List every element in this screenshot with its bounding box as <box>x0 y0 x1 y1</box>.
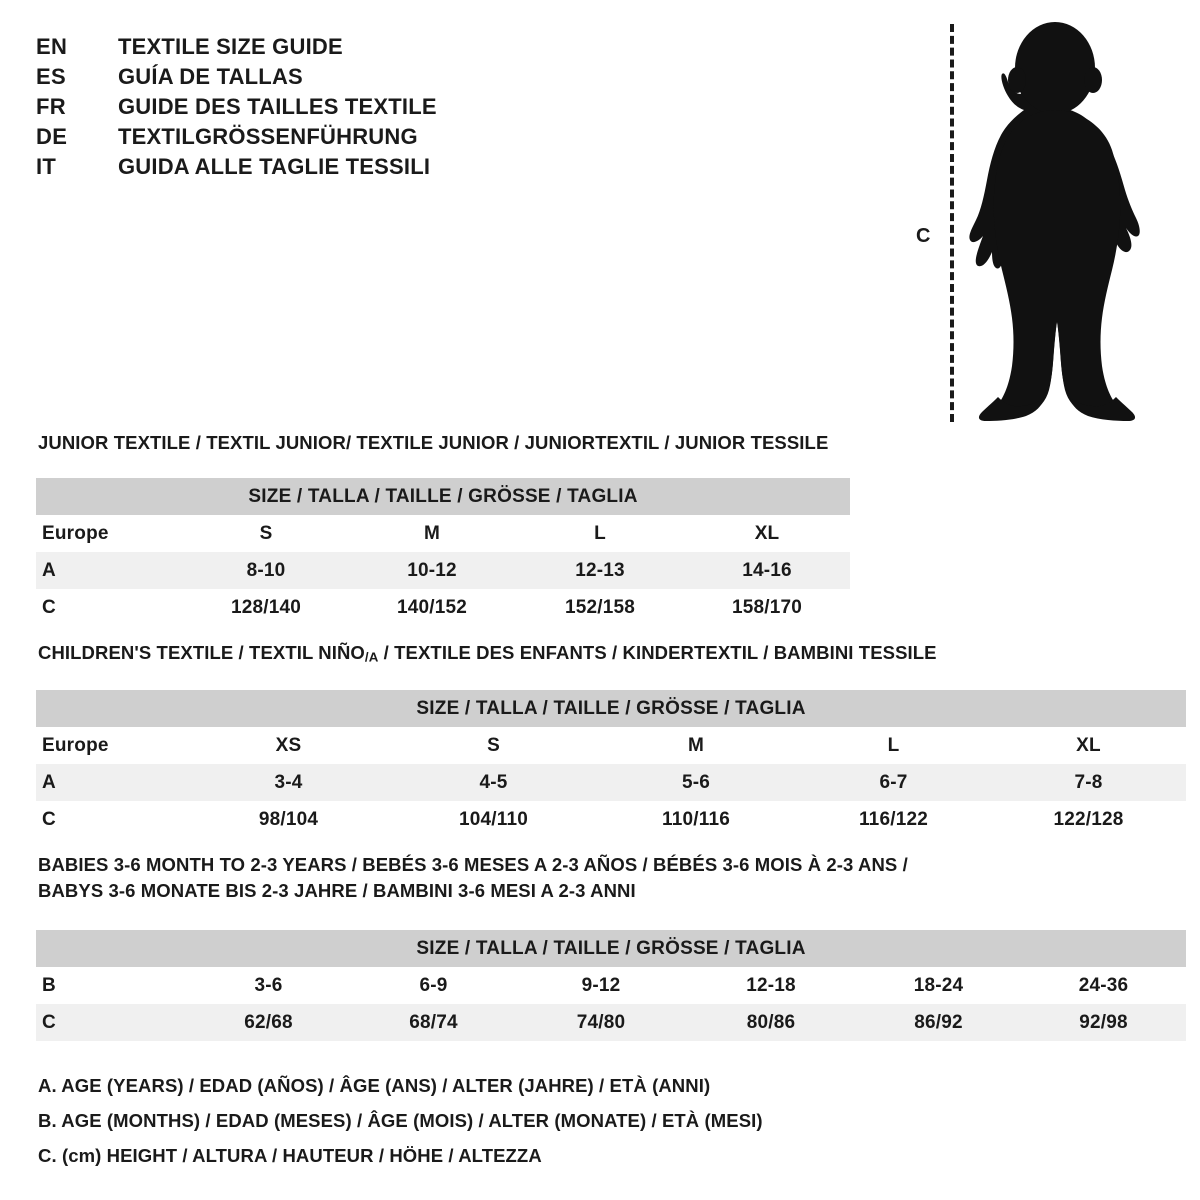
table-cell: 3-4 <box>186 764 391 801</box>
guide-title: TEXTILGRÖSSENFÜHRUNG <box>118 124 418 149</box>
guide-title: GUIDE DES TAILLES TEXTILE <box>118 94 437 119</box>
language-title-list: EN TEXTILE SIZE GUIDE ES GUÍA DE TALLAS … <box>36 32 596 182</box>
language-row-it: IT GUIDA ALLE TAGLIE TESSILI <box>36 152 596 182</box>
legend-line-c: C. (cm) HEIGHT / ALTURA / HAUTEUR / HÖHE… <box>38 1145 542 1166</box>
table-row: Europe S M L XL <box>36 515 851 552</box>
section-title-babies: BABIES 3-6 MONTH TO 2-3 YEARS / BEBÉS 3-… <box>38 852 908 904</box>
table-cell: XS <box>186 727 391 764</box>
legend-line-a: A. AGE (YEARS) / EDAD (AÑOS) / ÂGE (ANS)… <box>38 1075 711 1096</box>
legend-block: A. AGE (YEARS) / EDAD (AÑOS) / ÂGE (ANS)… <box>38 1068 763 1173</box>
row-label: A <box>36 764 186 801</box>
section-title-babies-line2: BABYS 3-6 MONATE BIS 2-3 JAHRE / BAMBINI… <box>38 880 636 901</box>
table-cell: 74/80 <box>516 1004 686 1041</box>
toddler-silhouette-icon <box>969 22 1140 421</box>
size-table-babies: SIZE / TALLA / TAILLE / GRÖSSE / TAGLIA … <box>36 930 1187 1041</box>
table-row: C 62/68 68/74 74/80 80/86 86/92 92/98 <box>36 1004 1187 1041</box>
table-cell: 86/92 <box>856 1004 1021 1041</box>
table-row: B 3-6 6-9 9-12 12-18 18-24 24-36 <box>36 967 1187 1004</box>
language-row-de: DE TEXTILGRÖSSENFÜHRUNG <box>36 122 596 152</box>
table-cell: 122/128 <box>991 801 1187 838</box>
language-code: DE <box>36 124 68 149</box>
table-cell: XL <box>684 515 851 552</box>
section-title-children-sup: /A <box>364 649 379 665</box>
section-title-children-post: / TEXTILE DES ENFANTS / KINDERTEXTIL / B… <box>378 642 937 663</box>
height-measure-label: C <box>916 225 931 247</box>
legend-line-b: B. AGE (MONTHS) / EDAD (MESES) / ÂGE (MO… <box>38 1110 763 1131</box>
table-cell: 9-12 <box>516 967 686 1004</box>
table-cell: L <box>516 515 684 552</box>
table-bar-row: SIZE / TALLA / TAILLE / GRÖSSE / TAGLIA <box>36 930 1187 967</box>
table-cell: 98/104 <box>186 801 391 838</box>
language-code: EN <box>36 34 68 59</box>
language-code: IT <box>36 154 57 179</box>
row-label: Europe <box>36 727 186 764</box>
table-cell: 110/116 <box>596 801 796 838</box>
row-label: C <box>36 801 186 838</box>
table-cell: 3-6 <box>186 967 351 1004</box>
table-cell: 152/158 <box>516 589 684 626</box>
table-row: C 98/104 104/110 110/116 116/122 122/128 <box>36 801 1187 838</box>
size-table-junior: SIZE / TALLA / TAILLE / GRÖSSE / TAGLIA … <box>36 478 851 626</box>
table-cell: 12-13 <box>516 552 684 589</box>
table-cell: 158/170 <box>684 589 851 626</box>
table-cell: 4-5 <box>391 764 596 801</box>
table-cell: 68/74 <box>351 1004 516 1041</box>
table-cell: 104/110 <box>391 801 596 838</box>
size-bar-label: SIZE / TALLA / TAILLE / GRÖSSE / TAGLIA <box>36 690 1187 727</box>
section-title-junior: JUNIOR TEXTILE / TEXTIL JUNIOR/ TEXTILE … <box>38 432 829 453</box>
table-bar-row: SIZE / TALLA / TAILLE / GRÖSSE / TAGLIA <box>36 690 1187 727</box>
section-title-babies-line1: BABIES 3-6 MONTH TO 2-3 YEARS / BEBÉS 3-… <box>38 854 908 875</box>
table-row: A 3-4 4-5 5-6 6-7 7-8 <box>36 764 1187 801</box>
table-cell: 6-7 <box>796 764 991 801</box>
row-label: C <box>36 589 184 626</box>
row-label: A <box>36 552 184 589</box>
table-cell: 116/122 <box>796 801 991 838</box>
guide-title: GUIDA ALLE TAGLIE TESSILI <box>118 154 431 179</box>
table-cell: S <box>184 515 348 552</box>
measurement-figure: C <box>900 10 1170 430</box>
table-cell: M <box>348 515 516 552</box>
table-cell: 140/152 <box>348 589 516 626</box>
section-title-children-pre: CHILDREN'S TEXTILE / TEXTIL NIÑO <box>38 642 365 663</box>
table-cell: 18-24 <box>856 967 1021 1004</box>
table-row: A 8-10 10-12 12-13 14-16 <box>36 552 851 589</box>
language-code: ES <box>36 64 66 89</box>
table-cell: 10-12 <box>348 552 516 589</box>
table-cell: L <box>796 727 991 764</box>
table-cell: 92/98 <box>1021 1004 1187 1041</box>
language-code: FR <box>36 94 66 119</box>
table-cell: 6-9 <box>351 967 516 1004</box>
dashed-height-line-icon <box>950 24 954 422</box>
table-cell: 12-18 <box>686 967 856 1004</box>
table-cell: 14-16 <box>684 552 851 589</box>
language-row-es: ES GUÍA DE TALLAS <box>36 62 596 92</box>
table-cell: 24-36 <box>1021 967 1187 1004</box>
table-cell: S <box>391 727 596 764</box>
table-cell: 8-10 <box>184 552 348 589</box>
table-cell: M <box>596 727 796 764</box>
size-bar-label: SIZE / TALLA / TAILLE / GRÖSSE / TAGLIA <box>36 930 1187 967</box>
table-cell: 62/68 <box>186 1004 351 1041</box>
table-row: C 128/140 140/152 152/158 158/170 <box>36 589 851 626</box>
row-label: B <box>36 967 186 1004</box>
table-row: Europe XS S M L XL <box>36 727 1187 764</box>
table-cell: 5-6 <box>596 764 796 801</box>
row-label: Europe <box>36 515 184 552</box>
guide-title: TEXTILE SIZE GUIDE <box>118 34 343 59</box>
table-cell: 128/140 <box>184 589 348 626</box>
guide-title: GUÍA DE TALLAS <box>118 64 303 89</box>
language-row-fr: FR GUIDE DES TAILLES TEXTILE <box>36 92 596 122</box>
size-table-children: SIZE / TALLA / TAILLE / GRÖSSE / TAGLIA … <box>36 690 1187 838</box>
row-label: C <box>36 1004 186 1041</box>
table-bar-row: SIZE / TALLA / TAILLE / GRÖSSE / TAGLIA <box>36 478 851 515</box>
table-cell: 80/86 <box>686 1004 856 1041</box>
section-title-children: CHILDREN'S TEXTILE / TEXTIL NIÑO/A / TEX… <box>38 640 937 670</box>
language-row-en: EN TEXTILE SIZE GUIDE <box>36 32 596 62</box>
table-cell: 7-8 <box>991 764 1187 801</box>
size-bar-label: SIZE / TALLA / TAILLE / GRÖSSE / TAGLIA <box>36 478 851 515</box>
table-cell: XL <box>991 727 1187 764</box>
